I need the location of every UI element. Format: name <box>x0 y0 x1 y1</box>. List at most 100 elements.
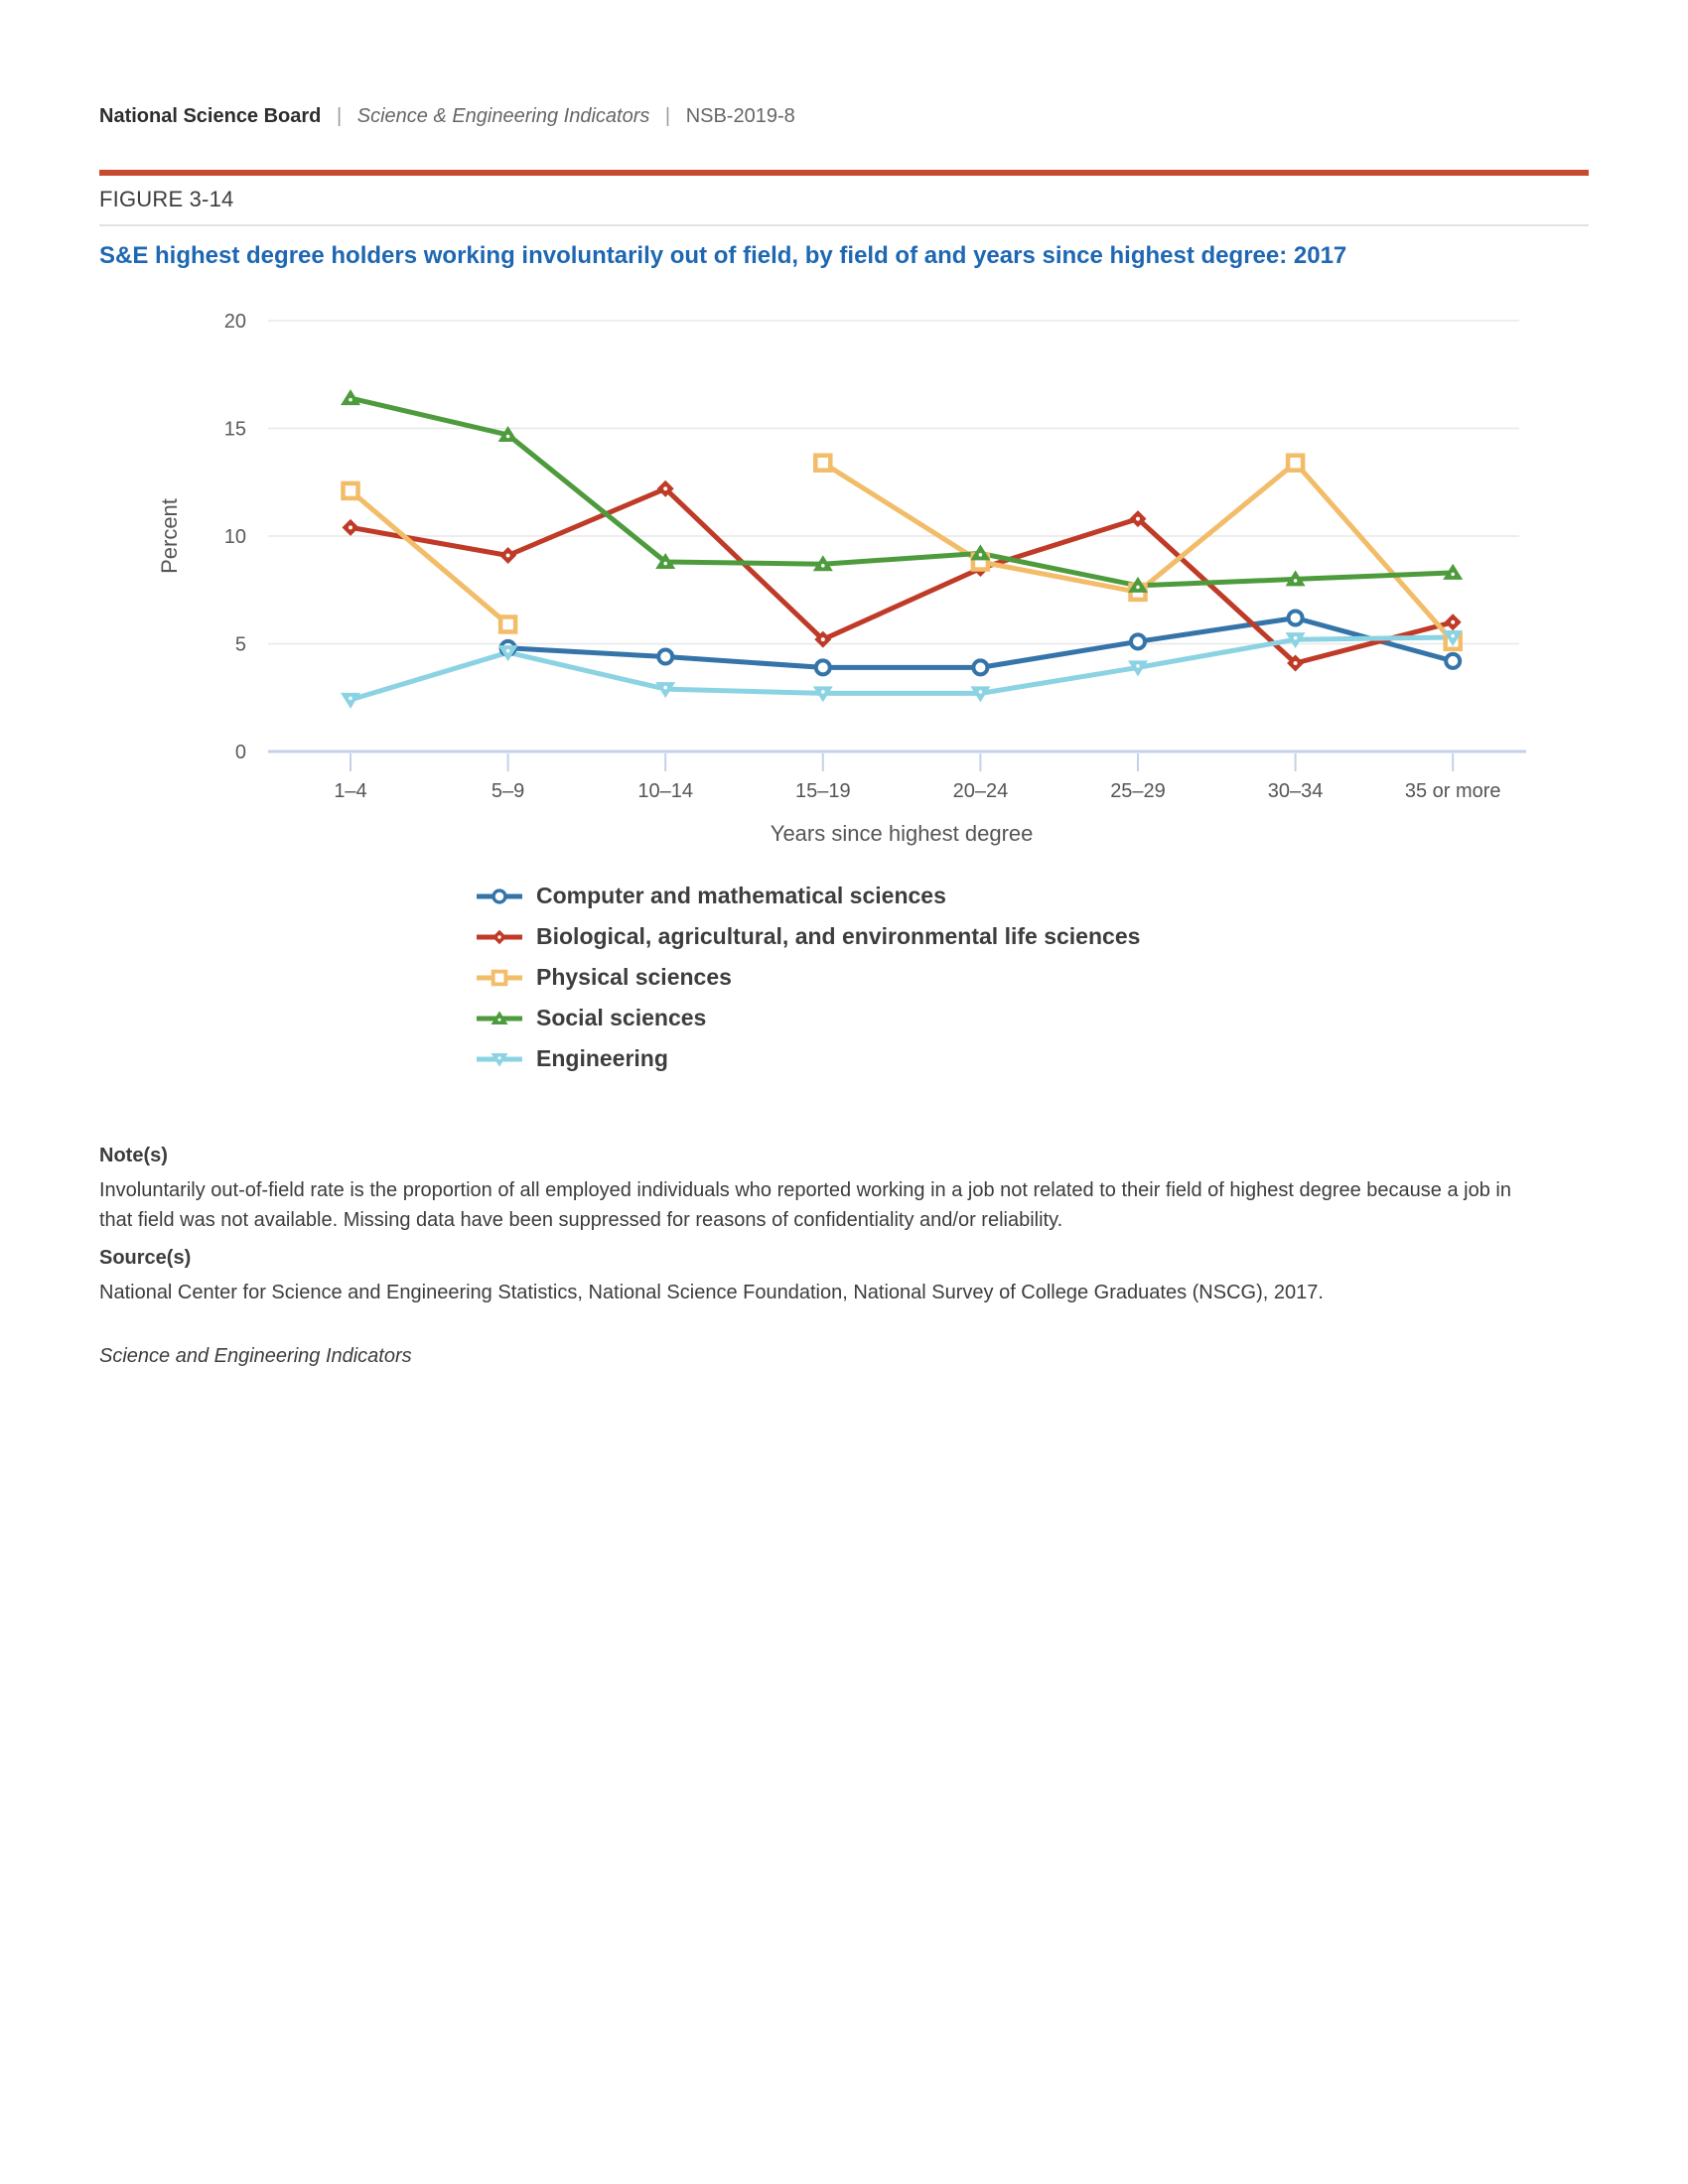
x-tick-label: 20–24 <box>953 780 1009 802</box>
legend-diamond-icon <box>477 929 522 944</box>
data-point-marker-triangle-up <box>1128 576 1148 593</box>
legend-marker-square <box>491 969 508 986</box>
data-point-marker-square <box>1285 453 1306 473</box>
legend-label: Computer and mathematical sciences <box>536 883 946 908</box>
data-point-marker-triangle-up <box>1451 572 1455 577</box>
separator: | <box>336 105 343 127</box>
data-point-marker-triangle-down <box>341 692 360 709</box>
y-tick-label: 0 <box>235 742 246 763</box>
line-chart-canvas: 0 5 10 15 20 1–4 5–9 10–14 15–19 20–24 25–29 30–34 3… <box>157 311 1526 846</box>
data-point-marker-square <box>813 453 833 473</box>
legend-triangle-down-icon <box>477 1052 522 1067</box>
data-point-marker-circle <box>813 658 832 677</box>
y-tick-label: 20 <box>224 311 246 333</box>
legend-marker-triangle-up <box>491 1010 508 1024</box>
data-point-marker-triangle-down <box>1451 633 1455 638</box>
legend-marker-triangle-down <box>497 1055 501 1059</box>
x-tick-label: 5–9 <box>492 780 524 802</box>
data-point-marker-diamond <box>1293 661 1298 666</box>
data-point-marker-circle <box>1129 632 1147 651</box>
data-point-marker-circle <box>971 658 990 677</box>
data-point-marker-triangle-up <box>663 561 667 566</box>
data-point-marker-triangle-down <box>970 686 991 703</box>
data-point-marker-diamond <box>349 525 352 530</box>
legend-item[interactable]: Engineering <box>477 1038 1140 1079</box>
divider-line <box>99 224 1589 226</box>
x-tick-label: 30–34 <box>1268 780 1324 802</box>
indicators-footer: Science and Engineering Indicators <box>99 1345 412 1367</box>
legend-item[interactable]: Physical sciences <box>477 957 1140 998</box>
series-line-triangle-up <box>348 395 1456 589</box>
x-tick-label: 1–4 <box>334 780 366 802</box>
y-axis-title: Percent <box>157 498 182 574</box>
data-point-marker-diamond <box>820 637 825 642</box>
data-point-marker-triangle-up <box>1136 585 1140 590</box>
data-point-marker-triangle-up <box>812 555 833 572</box>
data-point-marker-triangle-down <box>655 682 676 699</box>
figure-label: FIGURE 3-14 <box>99 187 234 211</box>
notes-heading: Note(s) <box>99 1145 168 1166</box>
y-tick-label: 10 <box>224 526 246 548</box>
data-point-marker-triangle-down <box>1293 635 1298 640</box>
data-point-marker-triangle-down <box>663 685 667 690</box>
data-point-marker-triangle-up <box>1285 570 1306 587</box>
data-point-marker-triangle-up <box>978 553 983 557</box>
data-point-marker-triangle-down <box>1443 629 1464 646</box>
data-point-marker-diamond <box>663 486 668 491</box>
data-point-marker-triangle-up <box>505 434 510 439</box>
figure-title: S&E highest degree holders working invol… <box>99 242 1347 269</box>
data-point-marker-triangle-up <box>1443 563 1464 580</box>
data-point-marker-square <box>341 480 360 501</box>
x-tick-label: 10–14 <box>637 780 693 802</box>
series-line-triangle-down <box>348 634 1456 703</box>
data-point-marker-triangle-up <box>655 553 676 570</box>
legend-marker-triangle-up <box>497 1018 501 1022</box>
legend-label: Biological, agricultural, and environmen… <box>536 923 1141 949</box>
series-line-diamond <box>348 485 1456 666</box>
legend-marker-diamond <box>497 934 501 939</box>
sources-heading: Source(s) <box>99 1247 192 1269</box>
data-point-marker-triangle-down <box>812 686 833 703</box>
brand-name: National Science Board <box>99 105 322 127</box>
data-point-marker-triangle-down <box>1285 632 1306 649</box>
publication-name: Science & Engineering Indicators <box>356 105 650 127</box>
legend-label: Engineering <box>536 1045 668 1071</box>
x-tick-label: 35 or more <box>1405 780 1501 802</box>
y-tick-label: 5 <box>235 634 246 656</box>
data-point-marker-triangle-down <box>1136 664 1140 668</box>
accent-rule <box>99 170 1589 176</box>
data-point-marker-square <box>497 614 518 634</box>
separator: | <box>664 105 671 127</box>
report-id: NSB-2019-8 <box>685 105 795 127</box>
data-point-marker-triangle-up <box>341 389 360 406</box>
notes-body: Involuntarily out-of-field rate is the p… <box>99 1179 1511 1231</box>
data-point-marker-diamond <box>505 553 510 558</box>
legend-triangle-up-icon <box>477 1010 522 1024</box>
data-point-marker-triangle-up <box>821 563 825 568</box>
legend-label: Physical sciences <box>536 964 732 990</box>
data-point-marker-triangle-down <box>821 690 825 694</box>
legend-marker-triangle-down <box>491 1052 508 1067</box>
data-point-marker-triangle-down <box>349 696 352 701</box>
legend-circle-icon <box>477 887 522 904</box>
legend-item[interactable]: Computer and mathematical sciences <box>477 876 1140 916</box>
data-point-marker-circle <box>1444 651 1463 670</box>
y-tick-label: 15 <box>224 419 246 441</box>
legend-marker-circle <box>492 887 507 904</box>
data-point-marker-triangle-down <box>1128 660 1148 677</box>
chart-legend: Computer and mathematical sciences Biolog… <box>477 876 1140 1079</box>
sources-body: National Center for Science and Engineer… <box>99 1282 1324 1303</box>
data-point-marker-triangle-up <box>497 426 518 443</box>
data-point-marker-circle <box>656 647 675 666</box>
x-axis-title: Years since highest degree <box>771 821 1034 846</box>
legend-item[interactable]: Biological, agricultural, and environmen… <box>477 916 1140 957</box>
breadcrumb: National Science Board | Science & Engin… <box>99 105 795 128</box>
data-point-marker-circle <box>1286 609 1305 627</box>
data-point-marker-triangle-up <box>349 397 352 402</box>
data-point-marker-diamond <box>1136 516 1140 521</box>
legend-label: Social sciences <box>536 1005 707 1030</box>
data-point-marker-triangle-down <box>497 645 518 662</box>
legend-square-icon <box>477 969 522 986</box>
legend-item[interactable]: Social sciences <box>477 998 1140 1038</box>
